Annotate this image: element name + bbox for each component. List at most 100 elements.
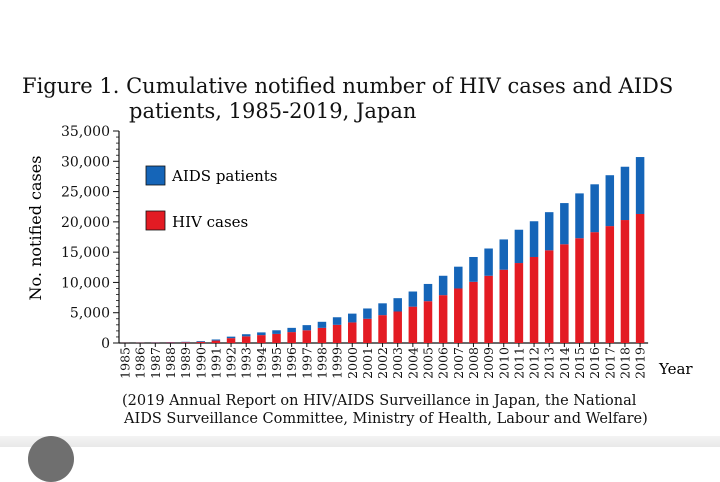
bar-aids-2001: [363, 308, 372, 318]
floating-action-button[interactable]: [28, 436, 74, 482]
source-line2: AIDS Surveillance Committee, Ministry of…: [122, 410, 702, 428]
x-tick-label: 2015: [572, 347, 587, 379]
x-tick-label: 2008: [466, 347, 481, 379]
bar-aids-2012: [530, 221, 539, 257]
x-tick-label: 1985: [118, 347, 133, 379]
bar-aids-1995: [272, 330, 281, 334]
bar-hiv-2017: [606, 226, 615, 343]
bar-hiv-2016: [590, 232, 599, 343]
bar-aids-2019: [636, 157, 645, 214]
x-tick-label: 2002: [375, 347, 390, 379]
x-tick-label: 1992: [224, 347, 239, 379]
bar-aids-2010: [500, 239, 509, 269]
bar-hiv-2002: [378, 315, 387, 343]
bar-hiv-2015: [575, 238, 584, 343]
bar-aids-1994: [257, 332, 266, 335]
bar-hiv-2008: [469, 282, 478, 343]
x-tick-label: 2011: [511, 347, 526, 379]
x-tick-label: 1986: [133, 347, 148, 379]
bar-aids-1998: [318, 322, 327, 328]
x-tick-label: 2004: [405, 347, 420, 379]
bar-hiv-1994: [257, 335, 266, 343]
x-tick-label: 1988: [163, 347, 178, 379]
x-tick-label: 2013: [542, 347, 557, 379]
bar-hiv-1998: [318, 328, 327, 343]
x-tick-label: 2001: [360, 347, 375, 379]
bar-aids-2009: [484, 249, 493, 276]
bar-hiv-1999: [333, 325, 342, 343]
x-tick-label: 1996: [284, 347, 299, 379]
source-note: (2019 Annual Report on HIV/AIDS Surveill…: [122, 392, 702, 428]
legend-swatch-hiv: [146, 211, 165, 230]
bar-hiv-1997: [303, 330, 312, 343]
bar-aids-2000: [348, 314, 357, 323]
bar-hiv-2007: [454, 288, 463, 343]
y-tick-label: 0: [101, 336, 110, 352]
x-tick-label: 1993: [239, 347, 254, 379]
x-tick-label: 1998: [314, 347, 329, 379]
x-tick-label: 2007: [451, 347, 466, 379]
bar-aids-2005: [424, 284, 433, 301]
bar-hiv-1993: [242, 336, 251, 343]
bar-hiv-2012: [530, 257, 539, 343]
bar-aids-1992: [227, 337, 236, 339]
x-tick-label: 2005: [421, 347, 436, 379]
bar-aids-1997: [303, 325, 312, 330]
bar-hiv-2005: [424, 301, 433, 343]
x-tick-label: 2016: [587, 347, 602, 379]
x-tick-label: 2003: [390, 347, 405, 379]
x-tick-label: 2000: [345, 347, 360, 379]
bar-hiv-2019: [636, 214, 645, 343]
stacked-bar-chart: 05,00010,00015,00020,00025,00030,00035,0…: [0, 0, 720, 447]
bar-hiv-2004: [409, 307, 418, 343]
x-tick-label: 1989: [178, 347, 193, 379]
y-tick-label: 10,000: [61, 275, 110, 291]
bar-hiv-1989: [181, 342, 190, 343]
bar-hiv-1992: [227, 338, 236, 343]
legend-swatch-aids: [146, 166, 165, 185]
bar-hiv-1995: [272, 334, 281, 343]
bar-aids-1999: [333, 317, 342, 325]
x-tick-label: 1990: [193, 347, 208, 379]
bar-aids-2016: [590, 184, 599, 232]
y-tick-label: 15,000: [61, 245, 110, 261]
bar-aids-2002: [378, 303, 387, 315]
x-tick-label: 2014: [557, 347, 572, 379]
bar-aids-2004: [409, 292, 418, 307]
bar-aids-1991: [212, 339, 221, 340]
x-tick-label: 2006: [436, 347, 451, 379]
bar-aids-2003: [393, 298, 402, 311]
legend-label-hiv: HIV cases: [172, 213, 248, 231]
bar-hiv-2001: [363, 319, 372, 343]
bar-aids-2017: [606, 175, 615, 226]
bar-aids-2015: [575, 193, 584, 238]
bar-hiv-2003: [393, 312, 402, 343]
bar-hiv-2000: [348, 322, 357, 343]
bar-aids-2007: [454, 267, 463, 289]
x-tick-label: 1987: [148, 347, 163, 379]
y-tick-label: 20,000: [61, 215, 110, 231]
bar-aids-1990: [197, 341, 206, 342]
bar-aids-2014: [560, 203, 569, 244]
x-tick-label: 1994: [254, 347, 269, 379]
x-tick-label: 2012: [527, 347, 542, 379]
bar-hiv-2006: [439, 295, 448, 343]
bar-aids-2013: [545, 212, 554, 250]
bar-hiv-2009: [484, 276, 493, 343]
bar-hiv-2011: [515, 263, 524, 343]
bar-hiv-1996: [287, 332, 296, 343]
bar-aids-1993: [242, 334, 251, 336]
x-tick-label: 1997: [299, 347, 314, 379]
bar-aids-2011: [515, 230, 524, 263]
bottom-bar: [0, 436, 720, 447]
y-tick-label: 35,000: [61, 124, 110, 140]
legend: AIDS patients HIV cases: [146, 166, 277, 231]
x-axis-label: Year: [658, 360, 693, 378]
y-tick-label: 25,000: [61, 185, 110, 201]
bar-hiv-2013: [545, 250, 554, 343]
legend-label-aids: AIDS patients: [171, 167, 277, 185]
y-tick-label: 30,000: [61, 154, 110, 170]
bar-aids-2018: [621, 167, 630, 220]
x-tick-label: 2009: [481, 347, 496, 379]
x-tick-label: 1999: [330, 347, 345, 379]
